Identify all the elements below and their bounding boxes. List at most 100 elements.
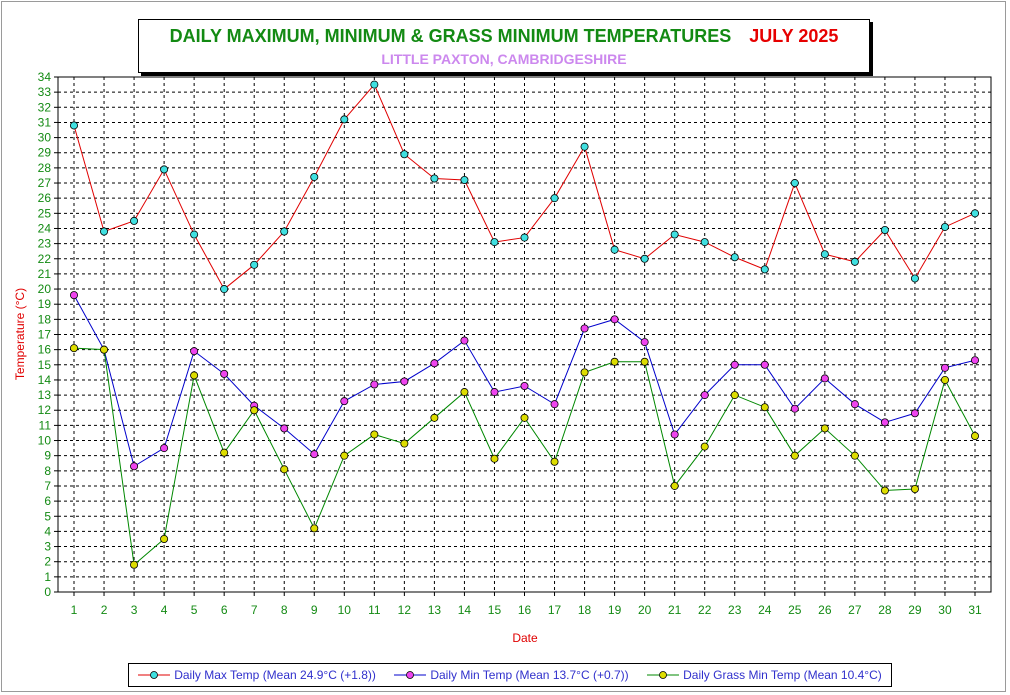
x-tick-label: 29 [908,603,922,617]
data-point [640,357,649,366]
legend-item-max: Daily Max Temp (Mean 24.9°C (+1.8)) [138,668,376,682]
data-point [430,174,439,183]
series-1 [70,291,980,471]
y-tick-label: 3 [44,540,51,554]
data-point [340,115,349,124]
grid [58,76,991,592]
legend-label-max: Daily Max Temp (Mean 24.9°C (+1.8)) [174,668,376,682]
y-tick-label: 15 [38,358,52,372]
data-point [910,274,919,283]
data-point [550,400,559,409]
data-point [640,254,649,263]
data-point [310,450,319,459]
data-point [790,451,799,460]
data-point [460,388,469,397]
y-tick-label: 11 [39,418,52,432]
data-point [940,375,949,384]
y-tick-label: 24 [38,221,52,235]
x-tick-label: 31 [968,603,982,617]
data-point [220,448,229,457]
x-tick-label: 24 [758,603,772,617]
x-tick-label: 22 [698,603,712,617]
data-point [820,374,829,383]
y-tick-label: 18 [38,312,52,326]
legend-marker-min [394,671,427,679]
plot-border [57,76,992,593]
y-tick-label: 20 [38,282,52,296]
x-tick-label: 13 [428,603,442,617]
x-tick-label: 21 [668,603,682,617]
data-point [430,413,439,422]
x-tick-label: 28 [878,603,892,617]
y-tick-label: 1 [44,570,51,584]
legend-marker-max [138,671,171,679]
data-point [760,360,769,369]
data-point [340,451,349,460]
data-point [850,257,859,266]
title-line: DAILY MAXIMUM, MINIMUM & GRASS MINIMUM T… [139,26,869,47]
data-point [971,356,980,365]
x-tick-label: 5 [191,603,198,617]
data-point [280,227,289,236]
data-point [550,457,559,466]
data-point [460,336,469,345]
data-point [250,406,259,415]
legend-label-min: Daily Min Temp (Mean 13.7°C (+0.7)) [430,668,629,682]
y-tick-label: 34 [38,70,52,84]
series-group [70,80,980,569]
data-point [640,338,649,347]
data-point [100,345,109,354]
x-tick-label: 9 [311,603,318,617]
y-tick-label: 8 [44,464,51,478]
data-point [160,444,169,453]
chart-title: DAILY MAXIMUM, MINIMUM & GRASS MINIMUM T… [169,26,732,46]
y-tick-label: 13 [38,388,52,402]
data-point [580,324,589,333]
data-point [130,560,139,569]
y-tick-label: 12 [38,403,52,417]
x-tick-label: 15 [488,603,502,617]
data-point [971,431,980,440]
data-point [610,357,619,366]
data-point [340,397,349,406]
y-tick-label: 14 [38,373,52,387]
y-tick-label: 6 [44,494,51,508]
series-0 [70,80,980,294]
title-box: DAILY MAXIMUM, MINIMUM & GRASS MINIMUM T… [138,19,870,73]
x-tick-label: 27 [848,603,862,617]
data-point [130,462,139,471]
data-point [490,238,499,247]
data-point [971,209,980,218]
x-tick-label: 3 [131,603,138,617]
data-point [400,377,409,386]
data-point [280,465,289,474]
data-point [70,121,79,130]
x-tick-label: 7 [251,603,258,617]
data-point [250,260,259,269]
data-point [490,454,499,463]
data-point [400,439,409,448]
data-point [760,265,769,274]
y-tick-label: 28 [38,161,52,175]
data-point [700,442,709,451]
x-tick-label: 8 [281,603,288,617]
data-point [520,233,529,242]
x-axis-label: Date [512,631,538,645]
x-tick-label: 12 [398,603,412,617]
data-point [370,380,379,389]
data-point [190,230,199,239]
data-point [580,368,589,377]
y-tick-label: 31 [38,115,52,129]
y-tick-label: 9 [44,449,51,463]
data-point [730,360,739,369]
data-point [430,359,439,368]
data-point [490,388,499,397]
data-point [730,253,739,262]
data-point [880,418,889,427]
data-point [100,227,109,236]
data-point [910,409,919,418]
y-tick-label: 0 [44,585,51,599]
data-point [220,285,229,294]
x-tick-label: 4 [161,603,168,617]
data-point [700,391,709,400]
